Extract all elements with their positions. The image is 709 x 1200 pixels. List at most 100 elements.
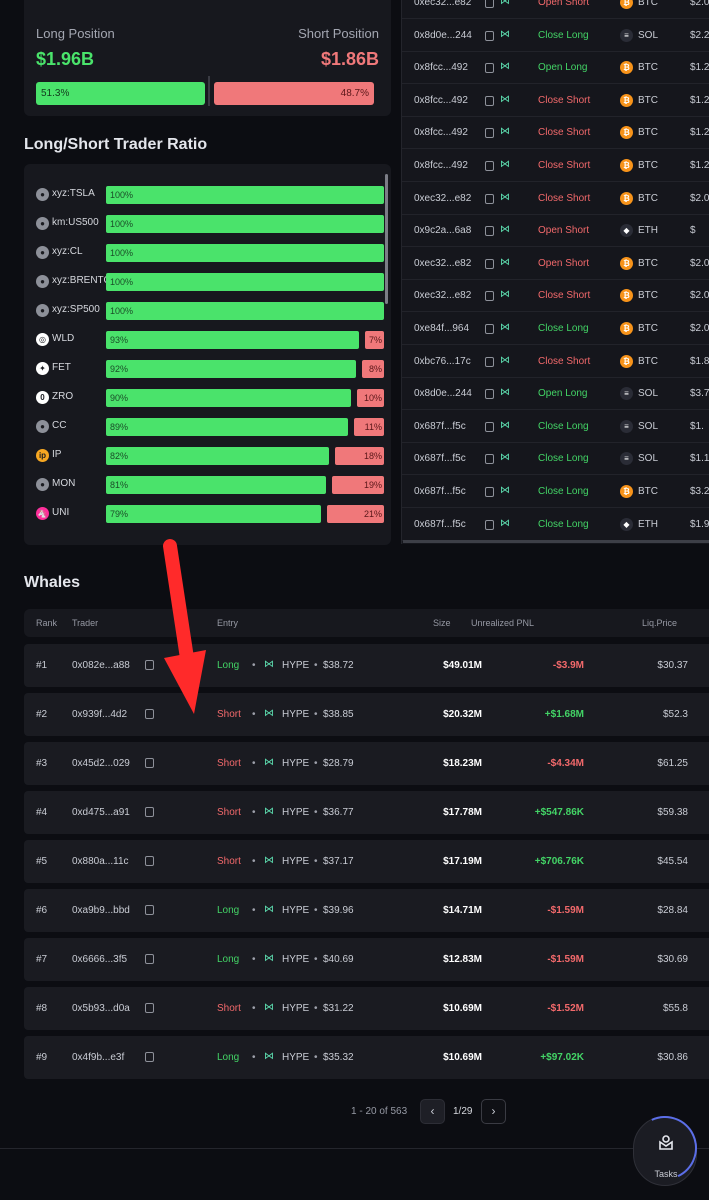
trader-ratio-list[interactable]: ● xyz:TSLA 100% ● km:US500 100% ● xyz:CL 100% ● xy…: [24, 164, 391, 545]
trade-row[interactable]: 0x687f...f5c ⋈ Close Long ≡ SOL $1.: [402, 411, 709, 443]
copy-icon[interactable]: [485, 95, 494, 106]
hyperliquid-link-icon[interactable]: ⋈: [500, 452, 510, 464]
hyperliquid-link-icon[interactable]: ⋈: [500, 517, 510, 529]
copy-icon[interactable]: [485, 226, 494, 237]
trade-address[interactable]: 0xec32...e82: [414, 257, 472, 269]
hyperliquid-link-icon[interactable]: ⋈: [500, 61, 510, 73]
ratio-row[interactable]: ◎ WLD 93% 7%: [24, 330, 391, 350]
whale-row[interactable]: #9 0x4f9b...e3f Long • ⋈ HYPE • $35.32 $10.69M +$…: [24, 1036, 709, 1079]
copy-icon[interactable]: [145, 905, 154, 915]
copy-icon[interactable]: [145, 709, 154, 719]
whale-address[interactable]: 0xa9b9...bbd: [72, 905, 130, 916]
whale-address[interactable]: 0x4f9b...e3f: [72, 1052, 125, 1063]
whale-address[interactable]: 0x939f...4d2: [72, 709, 128, 720]
trade-address[interactable]: 0x687f...f5c: [414, 453, 466, 465]
hyperliquid-link-icon[interactable]: ⋈: [500, 191, 510, 203]
trade-address[interactable]: 0x8fcc...492: [414, 62, 468, 74]
trade-address[interactable]: 0x8d0e...244: [414, 388, 472, 400]
whale-row[interactable]: #3 0x45d2...029 Short • ⋈ HYPE • $28.79 $18.23M -…: [24, 742, 709, 785]
trade-address[interactable]: 0xec32...e82: [414, 192, 472, 204]
trade-address[interactable]: 0xe84f...964: [414, 323, 470, 334]
ratio-row[interactable]: 0 ZRO 90% 10%: [24, 388, 391, 408]
whale-address[interactable]: 0x082e...a88: [72, 660, 130, 671]
trade-address[interactable]: 0x687f...f5c: [414, 420, 466, 432]
trade-address[interactable]: 0x8d0e...244: [414, 29, 472, 41]
ratio-row[interactable]: ● xyz:CL 100%: [24, 243, 391, 263]
copy-icon[interactable]: [485, 193, 494, 204]
copy-icon[interactable]: [145, 807, 154, 817]
trade-row[interactable]: 0xec32...e82 ⋈ Open Short ₿ BTC $2.0: [402, 0, 709, 19]
trade-row[interactable]: 0x9c2a...6a8 ⋈ Open Short ◆ ETH $: [402, 215, 709, 248]
whale-address[interactable]: 0xd475...a91: [72, 807, 130, 818]
trade-row[interactable]: 0xbc76...17c ⋈ Close Short ₿ BTC $1.8: [402, 346, 709, 378]
trade-address[interactable]: 0x9c2a...6a8: [414, 225, 472, 237]
recent-trades-table[interactable]: 0xec32...e82 ⋈ Open Short ₿ BTC $2.0 0x8d0e...…: [401, 0, 709, 544]
whale-row[interactable]: #7 0x6666...3f5 Long • ⋈ HYPE • $40.69 $12.83M -$…: [24, 938, 709, 981]
hyperliquid-link-icon[interactable]: ⋈: [500, 224, 510, 236]
trade-address[interactable]: 0xec32...e82: [414, 0, 472, 8]
hyperliquid-link-icon[interactable]: ⋈: [500, 93, 510, 105]
ratio-row[interactable]: ● MON 81% 19%: [24, 475, 391, 495]
trade-address[interactable]: 0xbc76...17c: [414, 355, 471, 367]
prev-page-button[interactable]: ‹: [420, 1099, 445, 1124]
copy-icon[interactable]: [145, 954, 154, 964]
ratio-row[interactable]: 🦄 UNI 79% 21%: [24, 504, 391, 524]
trade-row[interactable]: 0xec32...e82 ⋈ Close Short ₿ BTC $2.0: [402, 280, 709, 313]
whale-address[interactable]: 0x6666...3f5: [72, 954, 128, 965]
whale-address[interactable]: 0x45d2...029: [72, 758, 130, 769]
trade-address[interactable]: 0x687f...f5c: [414, 518, 466, 530]
whale-address[interactable]: 0x880a...11c: [72, 856, 129, 867]
trade-row[interactable]: 0x687f...f5c ⋈ Close Long ◆ ETH $1.9: [402, 509, 709, 541]
trade-address[interactable]: 0x8fcc...492: [414, 127, 468, 139]
hyperliquid-link-icon[interactable]: ⋈: [500, 159, 510, 170]
ratio-row[interactable]: ✦ FET 92% 8%: [24, 359, 391, 379]
ratio-row[interactable]: ● xyz:TSLA 100%: [24, 185, 391, 205]
copy-icon[interactable]: [145, 1003, 154, 1013]
ratio-scrollbar[interactable]: [385, 174, 388, 304]
copy-icon[interactable]: [485, 421, 494, 432]
trade-address[interactable]: 0xec32...e82: [414, 290, 472, 302]
whale-address[interactable]: 0x5b93...d0a: [72, 1003, 130, 1014]
copy-icon[interactable]: [485, 324, 494, 334]
ratio-row[interactable]: ● km:US500 100%: [24, 214, 391, 234]
hyperliquid-link-icon[interactable]: ⋈: [500, 289, 510, 301]
hyperliquid-link-icon[interactable]: ⋈: [500, 322, 510, 333]
hyperliquid-link-icon[interactable]: ⋈: [500, 354, 510, 366]
trade-row[interactable]: 0x687f...f5c ⋈ Close Long ₿ BTC $3.2: [402, 476, 709, 508]
trades-scrollbar[interactable]: [403, 540, 709, 543]
whale-row[interactable]: #6 0xa9b9...bbd Long • ⋈ HYPE • $39.96 $14.71M -$…: [24, 889, 709, 932]
ratio-row[interactable]: ● xyz:SP500 100%: [24, 301, 391, 321]
trade-row[interactable]: 0xec32...e82 ⋈ Open Short ₿ BTC $2.0: [402, 248, 709, 280]
copy-icon[interactable]: [485, 0, 494, 8]
whale-row[interactable]: #8 0x5b93...d0a Short • ⋈ HYPE • $31.22 $10.69M -…: [24, 987, 709, 1030]
whale-row[interactable]: #1 0x082e...a88 Long • ⋈ HYPE • $38.72 $49.01M -$…: [24, 644, 709, 687]
ratio-row[interactable]: ● xyz:BRENTOIL 100%: [24, 272, 391, 292]
trade-row[interactable]: 0x8d0e...244 ⋈ Open Long ≡ SOL $3.7: [402, 378, 709, 411]
hyperliquid-link-icon[interactable]: ⋈: [500, 0, 510, 7]
copy-icon[interactable]: [485, 389, 494, 400]
copy-icon[interactable]: [145, 1052, 154, 1062]
copy-icon[interactable]: [485, 258, 494, 269]
tasks-button[interactable]: Tasks: [633, 1116, 697, 1186]
copy-icon[interactable]: [485, 128, 494, 139]
trade-address[interactable]: 0x8fcc...492: [414, 94, 468, 106]
copy-icon[interactable]: [145, 660, 154, 670]
copy-icon[interactable]: [485, 454, 494, 465]
ratio-row[interactable]: ip IP 82% 18%: [24, 446, 391, 466]
copy-icon[interactable]: [485, 30, 494, 41]
trade-row[interactable]: 0x8fcc...492 ⋈ Close Short ₿ BTC $1.2: [402, 117, 709, 150]
trade-row[interactable]: 0xec32...e82 ⋈ Close Short ₿ BTC $2.0: [402, 183, 709, 215]
copy-icon[interactable]: [485, 356, 494, 367]
trade-row[interactable]: 0x8fcc...492 ⋈ Close Short ₿ BTC $1.2: [402, 150, 709, 182]
copy-icon[interactable]: [485, 63, 494, 74]
hyperliquid-link-icon[interactable]: ⋈: [500, 419, 510, 431]
copy-icon[interactable]: [485, 519, 494, 530]
copy-icon[interactable]: [145, 758, 154, 768]
trade-address[interactable]: 0x687f...f5c: [414, 486, 466, 497]
copy-icon[interactable]: [485, 291, 494, 302]
trade-row[interactable]: 0x687f...f5c ⋈ Close Long ≡ SOL $1.1: [402, 443, 709, 476]
trade-row[interactable]: 0xe84f...964 ⋈ Close Long ₿ BTC $2.0: [402, 313, 709, 345]
copy-icon[interactable]: [145, 856, 154, 866]
whale-row[interactable]: #2 0x939f...4d2 Short • ⋈ HYPE • $38.85 $20.32M +…: [24, 693, 709, 736]
trade-address[interactable]: 0x8fcc...492: [414, 160, 468, 171]
